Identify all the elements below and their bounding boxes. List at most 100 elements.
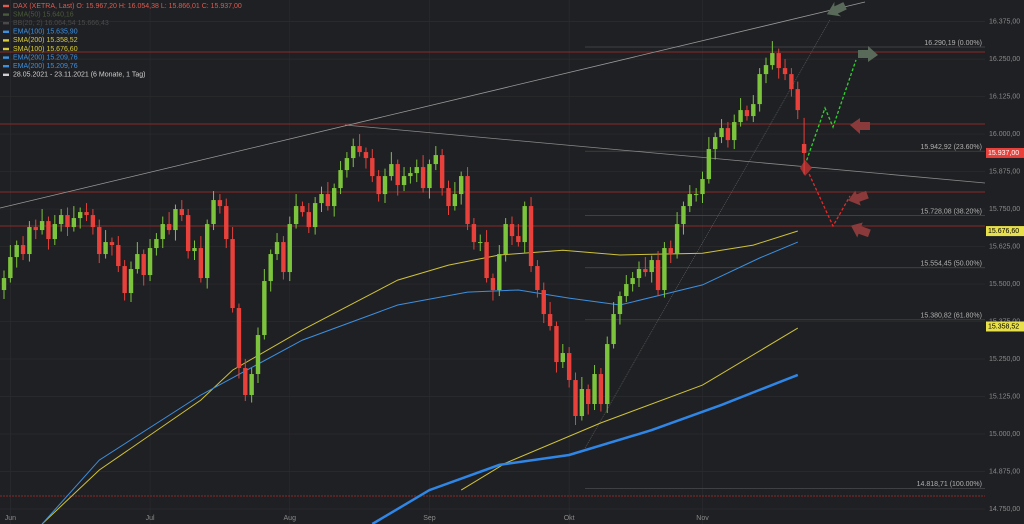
candle-body [211,200,216,225]
candle-body [198,248,204,279]
candle-body [395,164,400,186]
candle-body [693,194,699,196]
candle-body [687,194,692,207]
candle-body [154,239,159,249]
legend-swatch [3,56,9,59]
legend-text: EMA(100) 15.635,90 [13,29,78,36]
trend-line [584,19,831,449]
candle-body [782,68,788,75]
moving-average [41,230,798,524]
candle-body [243,368,248,396]
candle-body [281,242,286,273]
candle-body [662,248,667,291]
candle-body [109,242,115,246]
candle-body [630,278,635,285]
candle-body [459,176,464,195]
candle-body [789,74,794,90]
trend-line [0,1,866,209]
candle-body [744,110,750,117]
candle-body [389,164,394,177]
legend-text: 28.05.2021 - 23.11.2021 (6 Monate, 1 Tag… [13,72,145,79]
price-marker-label: 15.676,60 [988,228,1019,235]
candle-body [674,224,680,255]
moving-average [371,373,799,524]
candle-body [147,248,153,276]
candle-body [370,158,375,177]
candle-body [795,89,800,111]
candle-body [732,122,737,141]
candle-body [681,206,686,225]
candle-body [287,224,292,273]
candle-body [274,242,280,255]
candle-body [801,143,807,153]
annotations [0,1,986,497]
legend-swatch [3,47,9,51]
candle-body [439,155,445,189]
candle-body [249,374,254,396]
legend-swatch [3,73,9,76]
y-tick-label: 16.125,00 [989,93,1020,100]
legend-swatch [3,4,9,8]
legend-swatch [3,39,9,42]
legend-text: SMA(100) 15.676,60 [13,46,78,53]
candle-body [624,284,629,297]
moving-average [460,327,799,491]
legend-swatch [3,13,9,16]
candle-body [262,281,267,336]
candle-body [535,266,540,291]
candle-body [14,245,19,258]
candle-body [668,248,673,255]
fib-label: 15.380,82 (61.80%) [921,313,983,320]
candle-body [325,194,331,207]
candle-body [706,149,712,180]
candle-body [8,257,13,279]
candle-body [592,374,597,405]
arrow-icon [850,222,871,238]
y-tick-label: 15.250,00 [989,356,1020,363]
candle-body [236,308,242,369]
x-tick-label: Aug [284,515,297,522]
candle-body [160,224,165,240]
candle-body [128,269,134,294]
candle-body [433,155,438,165]
candle-body [1,278,7,291]
y-tick-label: 15.125,00 [989,393,1020,400]
legend-swatch [3,30,9,33]
candle-body [649,260,654,273]
y-tick-label: 15.750,00 [989,206,1020,213]
arrow-icon [800,160,812,176]
trend-line [344,124,986,184]
candle-body [522,206,527,243]
candle-body [376,176,381,195]
candle-body [52,224,57,240]
candle-body [547,314,553,327]
candle-body [509,224,515,237]
candle-body [484,242,489,279]
y-tick-label: 14.875,00 [989,468,1020,475]
y-tick-label: 16.000,00 [989,131,1020,138]
candle-body [65,215,70,228]
candle-body [541,290,546,315]
candle-body [757,74,762,105]
candle-body [560,353,565,363]
candle-body [427,164,432,189]
legend-text: DAX (XETRA, Last) O: 15.967,20 H: 16.054… [13,3,242,10]
legend-text: SMA(200) 15.358,52 [13,37,78,44]
candle-body [173,209,178,231]
y-tick-label: 15.875,00 [989,168,1020,175]
candle-body [300,206,305,213]
price-marker-label: 15.358,52 [988,323,1019,330]
price-marker [986,321,1024,332]
candle-body [401,176,407,186]
candle-body [33,227,38,231]
candle-body [185,215,191,252]
candle-body [751,104,756,117]
legend-swatch [3,65,9,68]
candle-body [471,224,477,243]
candle-body [700,179,705,195]
candle-body [255,335,261,375]
candle-body [408,173,413,177]
candle-body [420,167,426,189]
candle-body [598,374,604,405]
